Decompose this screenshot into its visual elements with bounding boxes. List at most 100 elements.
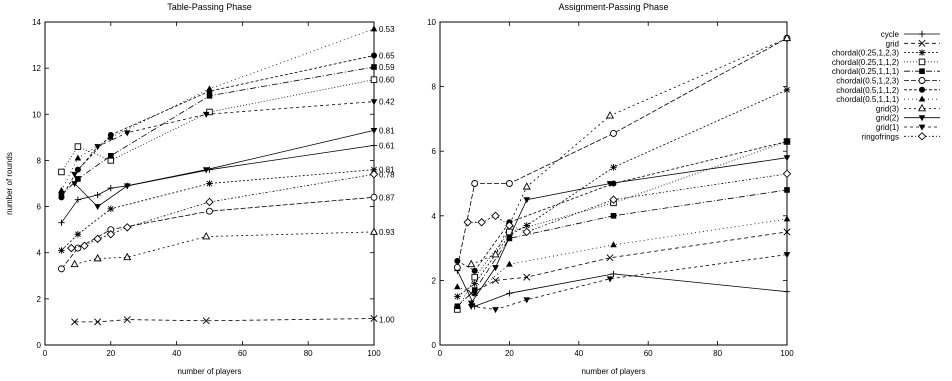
data-point [491,250,500,258]
x-tick-label: 0 [43,349,48,358]
legend-label: cycle [881,30,900,39]
data-point [783,86,791,94]
data-point [610,164,617,171]
series-chordal-0-25-1-1-2 [58,76,378,176]
data-point [454,283,461,290]
legend-marker [918,58,926,66]
series-line [61,28,375,191]
series-line [457,141,788,272]
series-line [61,79,375,173]
series-grid-3 [467,33,792,268]
series-line [74,101,375,175]
y-tick-label: 0 [37,341,42,350]
legend-label: chordal(0.5,1,1,2) [836,86,899,95]
legend-label: chordal(0.25,1,1,1) [832,67,899,76]
data-point [202,232,211,240]
data-point [74,196,82,203]
legend-marker [918,124,926,131]
y-tick-label: 6 [432,147,437,156]
series-grid-1 [467,252,791,314]
data-point [58,247,65,254]
y-tick-label: 0 [432,341,437,350]
legend-label: grid(2) [876,114,899,123]
legend-marker [917,103,927,112]
data-point [610,241,617,248]
legend-marker [917,132,927,141]
legend-marker [918,95,926,102]
data-point [371,64,377,70]
series-chordal-0-25-1-2-3 [58,166,378,254]
right-value-label: 0.53 [379,25,395,34]
series-line [74,318,375,323]
data-point [370,142,378,149]
data-point [123,223,132,232]
series-chordal-0-25-1-2-3 [454,86,791,300]
data-point [467,259,476,268]
data-point [205,197,214,207]
data-point [782,33,792,41]
x-tick-label: 80 [713,349,722,358]
x-axis-label: number of players [581,367,645,376]
data-point [80,241,89,251]
x-tick-label: 100 [367,349,381,358]
right-value-label: 0.81 [379,126,395,135]
data-point [492,265,499,272]
y-tick-label: 2 [37,295,42,304]
chart-panel-2: Assignment-Passing Phase number of player… [427,2,794,376]
data-point [94,204,101,211]
data-point [783,252,791,259]
series-line [71,173,375,249]
data-point [454,293,461,300]
data-point [58,219,65,226]
legend-marker [919,86,925,93]
series-line [457,89,788,297]
data-point [71,318,79,326]
data-point [522,182,531,190]
data-point [610,270,617,278]
data-point [505,221,514,230]
data-point [471,289,478,296]
legend-label: chordal(0.25,1,2,3) [832,49,899,58]
data-point [369,227,379,235]
series-line [61,55,375,198]
data-point [123,130,131,137]
legend-marker [919,68,925,74]
series-line [457,270,788,307]
data-point [106,230,116,239]
chart-title: Assignment-Passing Phase [558,2,668,12]
data-point [371,52,377,59]
x-axis-label: number of players [177,367,241,376]
x-tick-label: 60 [644,349,653,358]
right-value-label: 0.65 [379,51,395,60]
legend-marker [918,115,926,122]
series-chordal-0-5-1-2-3 [58,193,378,273]
chart-panel-1: Table-Passing Phase number of players numb… [5,2,395,376]
data-point [107,133,115,140]
data-point [523,273,531,281]
data-point [783,155,791,162]
legend-marker [918,30,926,38]
data-point [94,318,102,326]
data-point [123,183,131,190]
data-point [523,222,530,229]
y-axis-label: number of rounds [5,152,14,215]
data-point [783,215,791,222]
y-tick-label: 8 [432,83,437,92]
series-chordal-0-5-1-1-2 [454,138,790,274]
data-point [74,231,82,238]
series-ringofrings [463,169,792,237]
right-value-label: 0.78 [379,170,395,179]
series-grid [467,228,791,297]
data-point [471,273,478,281]
y-tick-label: 14 [32,18,41,27]
legend-label: grid(3) [876,104,899,113]
x-tick-label: 40 [172,349,181,358]
legend-marker [918,49,926,56]
y-tick-label: 12 [32,64,41,73]
data-point [370,99,378,106]
series-ringofrings [67,170,379,253]
data-point [471,180,479,187]
series-grid [71,314,378,326]
data-point [202,111,210,118]
data-point [463,218,472,227]
